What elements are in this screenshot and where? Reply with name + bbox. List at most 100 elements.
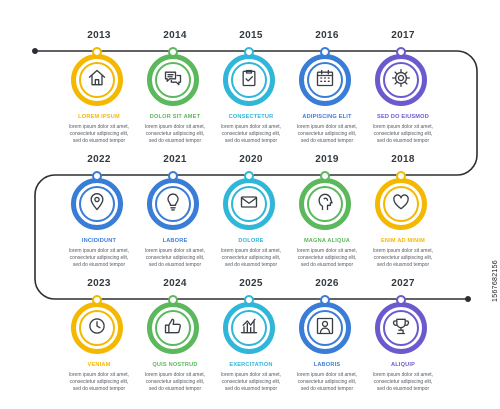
milestone-year: 2018	[391, 154, 415, 165]
watermark: 1567682156	[492, 260, 499, 302]
timeline-pin	[92, 295, 102, 305]
milestone-description: lorem ipsum dolor sit amet, consectetur a…	[284, 124, 370, 145]
description-line: consectetur adipiscing elit,	[69, 255, 129, 261]
description-line: consectetur adipiscing elit,	[221, 255, 281, 261]
milestone-year: 2027	[391, 278, 415, 289]
milestone-label: SED DO EIUSMOD	[377, 114, 429, 120]
milestone-label: INCIDIDUNT	[81, 238, 117, 244]
description-line: consectetur adipiscing elit,	[145, 131, 205, 137]
description-line: consectetur adipiscing elit,	[297, 131, 357, 137]
description-line: consectetur adipiscing elit,	[297, 379, 357, 385]
milestone-ring	[147, 178, 199, 230]
description-line: sed do eiusmod tempor	[148, 262, 202, 268]
milestone-ring	[375, 178, 427, 230]
description-line: lorem ipsum dolor sit amet,	[68, 372, 130, 378]
lightbulb-icon	[163, 192, 183, 217]
milestone-description: lorem ipsum dolor sit amet, consectetur a…	[132, 372, 218, 393]
milestone-label: LOREM IPSUM	[78, 114, 120, 120]
milestone-ring	[223, 54, 275, 106]
milestone-label: LABORE	[162, 238, 188, 244]
milestone-description: lorem ipsum dolor sit amet, consectetur a…	[56, 372, 142, 393]
milestone-year: 2013	[87, 30, 111, 41]
timeline-pin	[320, 47, 330, 57]
description-line: consectetur adipiscing elit,	[221, 379, 281, 385]
description-line: sed do eiusmod tempor	[376, 386, 430, 392]
timeline-pin	[244, 171, 254, 181]
milestone-description: lorem ipsum dolor sit amet, consectetur a…	[56, 124, 142, 145]
milestone-description: lorem ipsum dolor sit amet, consectetur a…	[360, 248, 446, 269]
envelope-icon	[239, 192, 259, 217]
milestone-year: 2024	[163, 278, 187, 289]
timeline-pin	[168, 47, 178, 57]
milestone-ring	[71, 178, 123, 230]
trophy-icon	[391, 316, 411, 341]
description-line: lorem ipsum dolor sit amet,	[220, 124, 282, 130]
milestone-ring	[147, 302, 199, 354]
milestone-description: lorem ipsum dolor sit amet, consectetur a…	[132, 124, 218, 145]
description-line: consectetur adipiscing elit,	[221, 131, 281, 137]
description-line: lorem ipsum dolor sit amet,	[68, 124, 130, 130]
milestone-description: lorem ipsum dolor sit amet, consectetur a…	[208, 124, 294, 145]
timeline-pin	[320, 171, 330, 181]
milestone-ring	[147, 54, 199, 106]
description-line: sed do eiusmod tempor	[148, 138, 202, 144]
map-pin-icon	[87, 192, 107, 217]
description-line: lorem ipsum dolor sit amet,	[296, 124, 358, 130]
description-line: lorem ipsum dolor sit amet,	[144, 372, 206, 378]
description-line: consectetur adipiscing elit,	[145, 379, 205, 385]
description-line: consectetur adipiscing elit,	[69, 131, 129, 137]
description-line: consectetur adipiscing elit,	[373, 131, 433, 137]
head-icon	[315, 192, 335, 217]
milestone-ring	[71, 54, 123, 106]
timeline-pin	[92, 171, 102, 181]
timeline-pin	[244, 47, 254, 57]
milestone-year: 2015	[239, 30, 263, 41]
timeline-pin	[244, 295, 254, 305]
clock-icon	[87, 316, 107, 341]
milestone-year: 2016	[315, 30, 339, 41]
timeline-pin	[168, 171, 178, 181]
milestone-ring	[71, 302, 123, 354]
milestone-ring	[375, 302, 427, 354]
description-line: consectetur adipiscing elit,	[373, 255, 433, 261]
description-line: lorem ipsum dolor sit amet,	[68, 248, 130, 254]
description-line: lorem ipsum dolor sit amet,	[372, 248, 434, 254]
description-line: lorem ipsum dolor sit amet,	[372, 124, 434, 130]
milestone-year: 2019	[315, 154, 339, 165]
milestone-year: 2022	[87, 154, 111, 165]
chat-icon	[163, 68, 183, 93]
milestone-description: lorem ipsum dolor sit amet, consectetur a…	[360, 124, 446, 145]
description-line: lorem ipsum dolor sit amet,	[296, 372, 358, 378]
description-line: lorem ipsum dolor sit amet,	[296, 248, 358, 254]
milestone-year: 2021	[163, 154, 187, 165]
milestone-ring	[299, 54, 351, 106]
description-line: sed do eiusmod tempor	[300, 386, 354, 392]
milestone-label: LABORIS	[313, 362, 341, 368]
milestone-year: 2020	[239, 154, 263, 165]
description-line: sed do eiusmod tempor	[72, 138, 126, 144]
description-line: lorem ipsum dolor sit amet,	[220, 372, 282, 378]
home-icon	[87, 68, 107, 93]
clipboard-check-icon	[239, 68, 259, 93]
timeline-pin	[168, 295, 178, 305]
milestone-label: ADIPISCING ELIT	[302, 114, 352, 120]
milestone-ring	[375, 54, 427, 106]
milestone-ring	[223, 178, 275, 230]
description-line: sed do eiusmod tempor	[376, 138, 430, 144]
milestone-year: 2025	[239, 278, 263, 289]
milestone-description: lorem ipsum dolor sit amet, consectetur a…	[284, 372, 370, 393]
milestone-year: 2026	[315, 278, 339, 289]
milestone-description: lorem ipsum dolor sit amet, consectetur a…	[208, 372, 294, 393]
description-line: sed do eiusmod tempor	[224, 386, 278, 392]
milestone-description: lorem ipsum dolor sit amet, consectetur a…	[360, 372, 446, 393]
timeline-pin	[92, 47, 102, 57]
user-icon	[315, 316, 335, 341]
milestone-label: DOLORE	[238, 238, 264, 244]
heart-icon	[391, 192, 411, 217]
timeline-pin	[320, 295, 330, 305]
timeline-pin	[396, 171, 406, 181]
description-line: lorem ipsum dolor sit amet,	[144, 124, 206, 130]
timeline-pin	[396, 47, 406, 57]
